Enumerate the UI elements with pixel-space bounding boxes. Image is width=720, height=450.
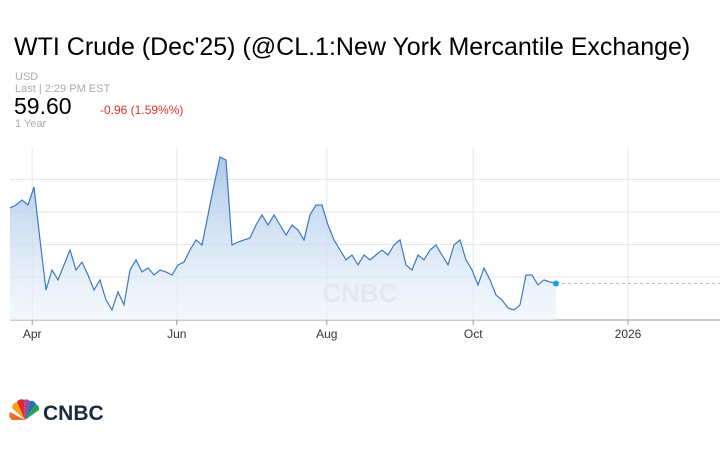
x-tick-label: Oct xyxy=(464,327,483,341)
price: 59.60 xyxy=(14,93,72,119)
logo-text: CNBC xyxy=(43,402,104,425)
logo-feather xyxy=(25,400,36,420)
x-tick-label: 2026 xyxy=(615,327,642,341)
logo: CNBC xyxy=(9,399,104,425)
price-line xyxy=(9,156,557,312)
logo-feather xyxy=(24,399,30,420)
chart-title: WTI Crude (Dec'25) (@CL.1:New York Merca… xyxy=(14,33,690,61)
x-tick-label: Aug xyxy=(316,327,337,341)
logo-feather xyxy=(11,402,25,420)
currency: USD xyxy=(15,71,38,83)
plot-area: Apr Jun Aug Oct 2026 xyxy=(9,148,720,341)
area xyxy=(10,157,557,320)
logo-feather xyxy=(25,404,40,420)
timestamp: Last | 2:29 PM EST xyxy=(15,83,110,95)
x-tick-label: Jun xyxy=(167,327,186,341)
logo-feather xyxy=(9,412,25,420)
watermark: CNBC xyxy=(322,278,397,308)
period: 1 Year xyxy=(15,118,47,130)
last-point xyxy=(553,280,560,287)
x-tick-label: Apr xyxy=(23,327,42,341)
change: -0.96 (1.59%%) xyxy=(100,103,183,117)
logo-feather xyxy=(17,399,25,420)
